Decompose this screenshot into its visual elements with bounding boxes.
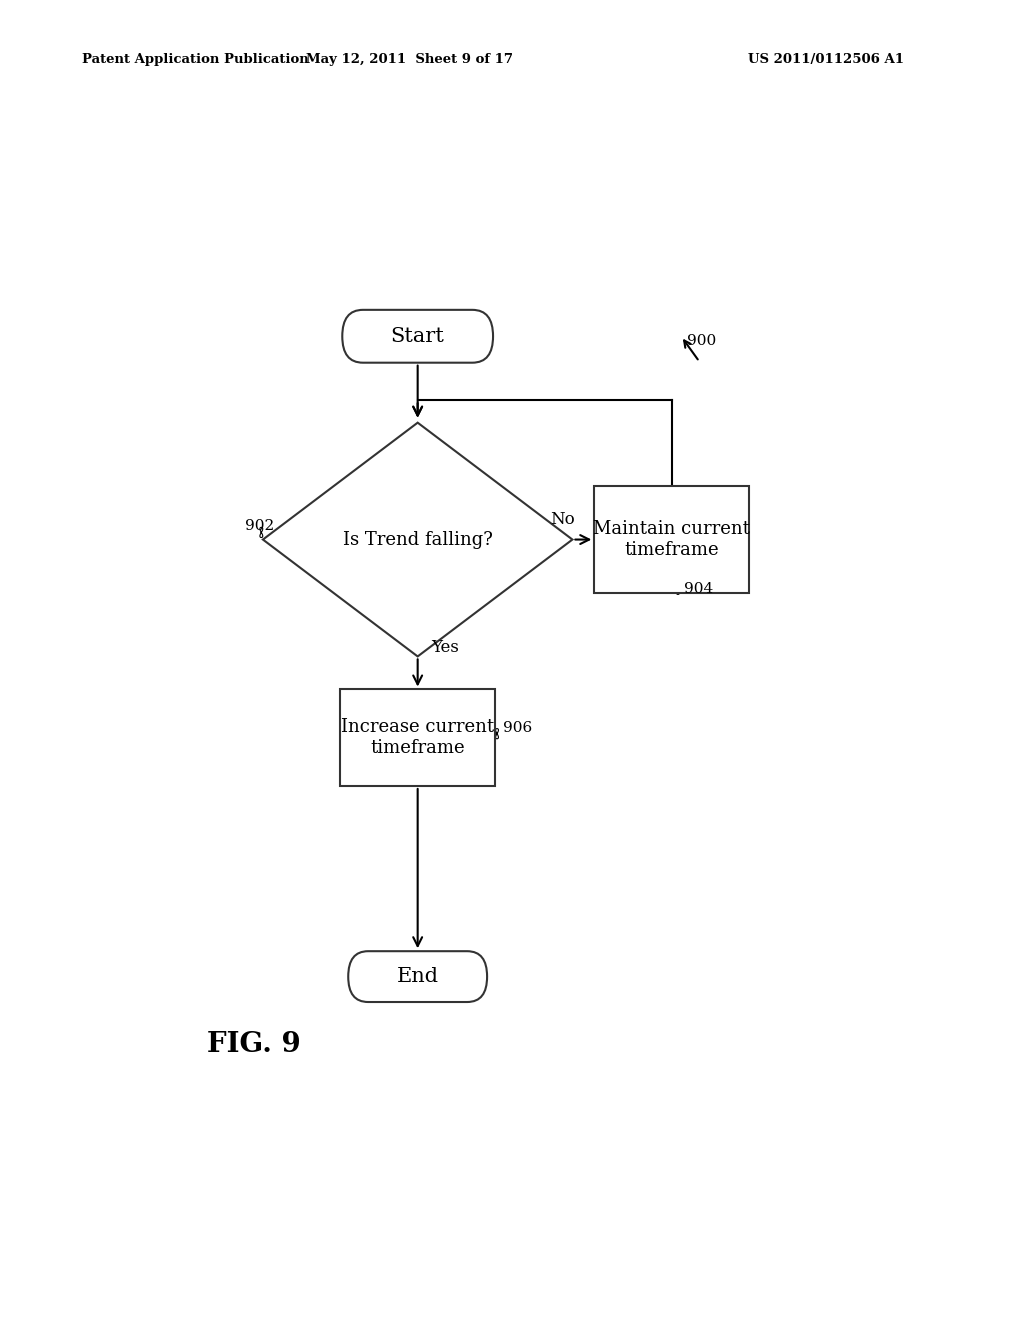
Bar	[340, 689, 495, 785]
Text: 906: 906	[503, 721, 531, 735]
Text: Patent Application Publication: Patent Application Publication	[82, 53, 308, 66]
Text: Is Trend falling?: Is Trend falling?	[343, 531, 493, 549]
Text: 902: 902	[246, 519, 274, 533]
FancyBboxPatch shape	[342, 310, 494, 363]
Text: End: End	[396, 968, 438, 986]
Bar	[594, 486, 749, 593]
Text: No: No	[551, 511, 575, 528]
Polygon shape	[263, 422, 572, 656]
Text: Maintain current
timeframe: Maintain current timeframe	[593, 520, 750, 558]
Text: 904: 904	[684, 582, 713, 597]
Text: US 2011/0112506 A1: US 2011/0112506 A1	[748, 53, 903, 66]
Text: FIG. 9: FIG. 9	[207, 1031, 301, 1059]
Text: 900: 900	[687, 334, 717, 348]
FancyBboxPatch shape	[348, 952, 487, 1002]
Text: Start: Start	[391, 327, 444, 346]
Text: Yes: Yes	[431, 639, 459, 656]
Text: May 12, 2011  Sheet 9 of 17: May 12, 2011 Sheet 9 of 17	[306, 53, 513, 66]
Text: Increase current
timeframe: Increase current timeframe	[341, 718, 495, 758]
